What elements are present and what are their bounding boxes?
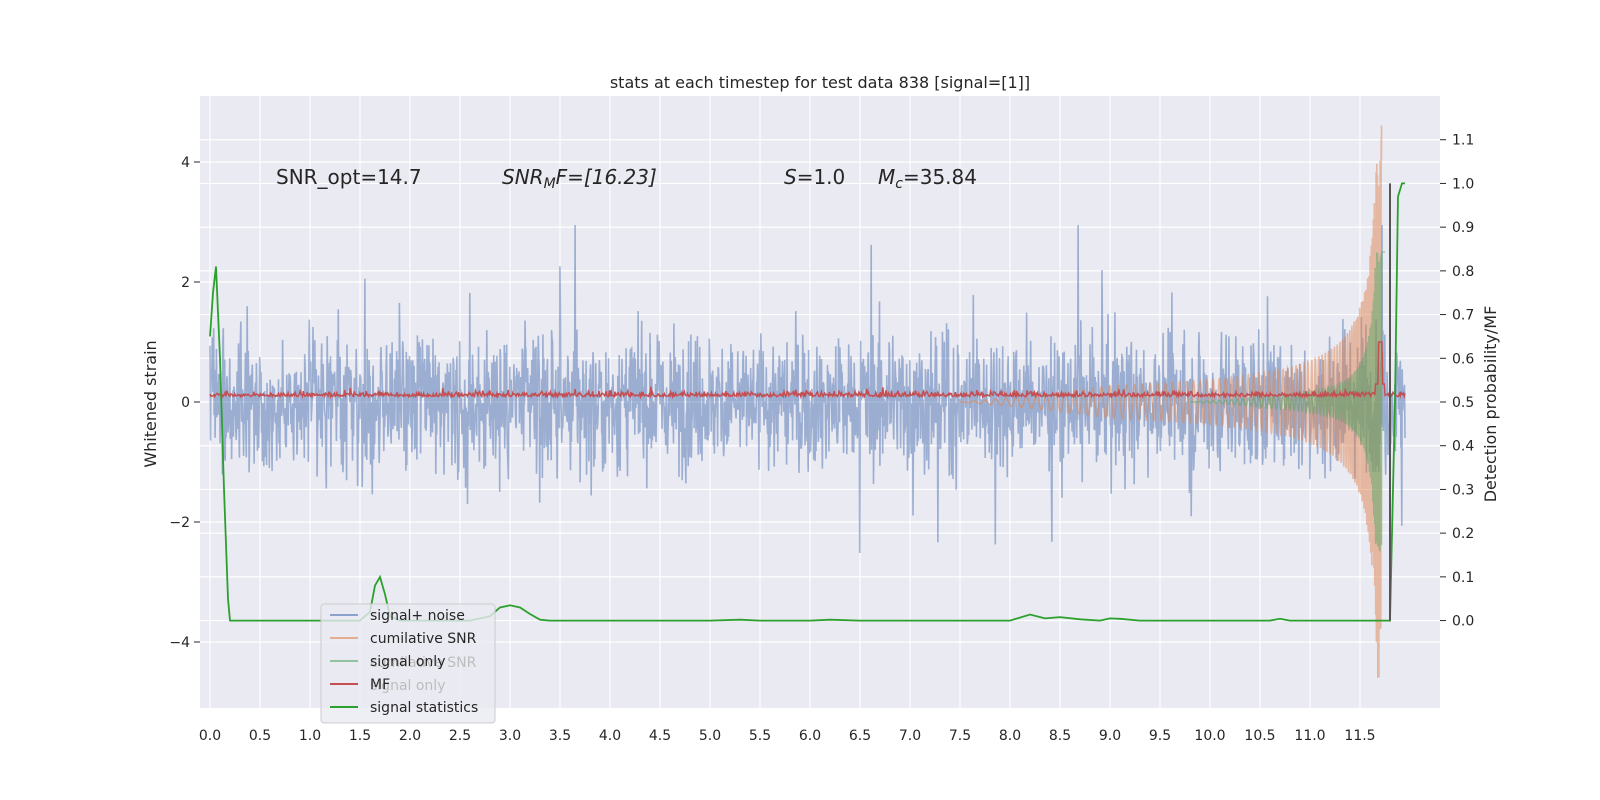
annotation-snr-opt: SNR_opt=14.7 (276, 165, 422, 189)
y-right-tick-label: 1.1 (1452, 133, 1474, 149)
y-right-tick-label: 0.7 (1452, 308, 1474, 324)
x-tick-label: 11.0 (1294, 728, 1325, 744)
annotation-snr-mf-sub: M (544, 176, 556, 192)
annotation-mc-value: =35.84 (903, 165, 977, 189)
x-tick-label: 3.5 (549, 728, 571, 744)
x-tick-label: 6.5 (849, 728, 871, 744)
chart-title: stats at each timestep for test data 838… (610, 73, 1030, 92)
y-right-tick-label: 0.4 (1452, 439, 1474, 455)
x-tick-label: 1.0 (299, 728, 321, 744)
legend-label: signal+ noise (370, 608, 465, 624)
annotation-s-value: =1.0 (797, 165, 846, 189)
y-axis-label: Whitened strain (141, 340, 160, 467)
x-tick-label: 9.0 (1099, 728, 1121, 744)
annotations: SNR_opt=14.7 SNRMF=[16.23] S=1.0 Mc=35.8… (276, 165, 977, 192)
x-tick-label: 7.5 (949, 728, 971, 744)
x-tick-label: 4.0 (599, 728, 621, 744)
x-tick-label: 8.5 (1049, 728, 1071, 744)
x-tick-label: 8.0 (999, 728, 1021, 744)
x-tick-label: 5.0 (699, 728, 721, 744)
ticks-layer: 0.0 0.5 1.0 1.5 2.0 2.5 3.0 3.5 4.0 4.5 5.0 5.5 6.0 6… (169, 133, 1474, 744)
x-tick-label: 1.5 (349, 728, 371, 744)
x-tick-label: 2.5 (449, 728, 471, 744)
legend-label: MF (370, 677, 390, 693)
x-tick-label: 0.0 (199, 728, 221, 744)
annotation-s-var: S (784, 165, 797, 189)
annotation-snr-mf: SNRMF=[16.23] (502, 165, 657, 192)
x-tick-label: 10.5 (1244, 728, 1275, 744)
y-tick-label: −4 (169, 635, 190, 651)
y-tick-label: −2 (169, 515, 190, 531)
x-tick-label: 6.0 (799, 728, 821, 744)
annotation-mc-sub: c (895, 176, 903, 192)
y-tick-label: 0 (181, 395, 190, 411)
y-right-tick-label: 0.3 (1452, 482, 1474, 498)
x-tick-label: 0.5 (249, 728, 271, 744)
legend-ghost-signal-only: signal only (370, 678, 445, 694)
y-right-tick-label: 0.8 (1452, 264, 1474, 280)
y-right-tick-label: 0.1 (1452, 570, 1474, 586)
series-mf (209, 341, 1406, 400)
legend-label: signal only (370, 654, 445, 670)
x-tick-label: 5.5 (749, 728, 771, 744)
series-signal-noise (209, 224, 1406, 554)
annotation-snr-mf-main: SNR (502, 165, 544, 189)
x-tick-label: 4.5 (649, 728, 671, 744)
y-right-tick-label: 1.0 (1452, 176, 1474, 192)
legend: cumilative SNR signal only signal+ noise… (320, 603, 496, 724)
legend-label: cumilative SNR (370, 631, 477, 647)
y-tick-label: 4 (181, 155, 190, 171)
y-right-tick-label: 0.0 (1452, 614, 1474, 630)
annotation-mc-var: M (878, 165, 895, 189)
x-tick-label: 11.5 (1344, 728, 1375, 744)
y-right-tick-label: 0.2 (1452, 526, 1474, 542)
x-tick-label: 10.0 (1194, 728, 1225, 744)
y-right-axis-label: Detection probability/MF (1481, 306, 1500, 503)
series-cumilative-snr (960, 125, 1383, 679)
y-right-tick-label: 0.6 (1452, 351, 1474, 367)
annotation-mc: Mc=35.84 (878, 165, 977, 192)
legend-box (320, 603, 496, 724)
x-tick-label: 2.0 (399, 728, 421, 744)
x-tick-label: 7.0 (899, 728, 921, 744)
annotation-snr-mf-f: F=[16.23] (556, 165, 657, 189)
legend-label: signal statistics (370, 700, 478, 716)
y-tick-label: 2 (181, 275, 190, 291)
x-tick-label: 3.0 (499, 728, 521, 744)
y-right-tick-label: 0.5 (1452, 395, 1474, 411)
x-tick-label: 9.5 (1149, 728, 1171, 744)
legend-ghost-cumilative-snr: cumilative SNR (370, 655, 477, 671)
y-right-tick-label: 0.9 (1452, 220, 1474, 236)
annotation-s: S=1.0 (784, 165, 845, 189)
